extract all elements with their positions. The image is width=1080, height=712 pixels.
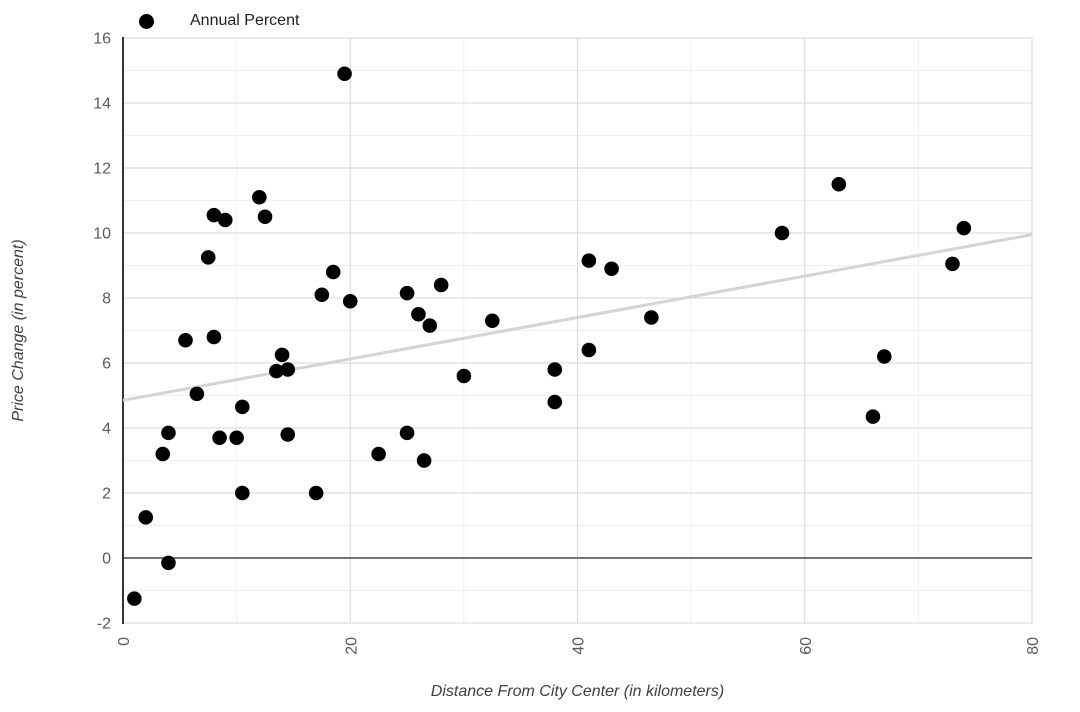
data-point xyxy=(422,318,438,333)
y-tick-label: 14 xyxy=(93,96,111,113)
data-point xyxy=(229,430,244,446)
data-point xyxy=(604,261,619,277)
data-point xyxy=(206,329,222,345)
data-point xyxy=(876,349,892,364)
x-tick-label: 0 xyxy=(116,637,133,646)
data-point xyxy=(416,453,432,468)
data-point xyxy=(189,386,205,402)
data-point xyxy=(308,485,324,501)
data-point xyxy=(212,430,227,446)
legend-marker-icon xyxy=(139,13,154,29)
data-point xyxy=(178,332,193,348)
data-point xyxy=(644,310,659,325)
y-tick-label: 6 xyxy=(102,356,111,373)
y-tick-label: 2 xyxy=(102,486,111,503)
data-point xyxy=(547,394,563,410)
data-point xyxy=(206,207,222,223)
y-tick-label: 8 xyxy=(102,291,111,308)
data-point xyxy=(280,427,296,442)
data-point xyxy=(581,342,597,358)
data-point xyxy=(371,446,386,462)
data-point xyxy=(200,250,216,265)
data-point xyxy=(161,555,176,571)
data-point xyxy=(235,485,250,501)
y-tick-label: 10 xyxy=(93,226,111,243)
data-point xyxy=(581,253,597,268)
data-point xyxy=(774,225,790,241)
data-point xyxy=(831,176,847,192)
data-point xyxy=(155,446,171,462)
data-point xyxy=(280,362,296,377)
data-point xyxy=(269,363,284,379)
data-point xyxy=(956,220,972,236)
data-point xyxy=(399,285,415,301)
data-point xyxy=(945,256,960,272)
data-point xyxy=(547,362,563,377)
data-point xyxy=(138,510,154,525)
data-point xyxy=(456,368,472,384)
data-point xyxy=(217,212,233,228)
x-tick-label: 80 xyxy=(1025,637,1042,655)
x-tick-label: 20 xyxy=(343,637,360,655)
y-tick-label: -2 xyxy=(97,616,111,633)
y-tick-label: 12 xyxy=(93,161,111,178)
x-tick-label: 40 xyxy=(571,637,588,655)
data-point xyxy=(342,293,358,309)
data-point xyxy=(399,425,415,441)
data-point xyxy=(314,287,330,303)
data-point xyxy=(252,189,267,205)
data-point xyxy=(865,409,881,424)
data-point xyxy=(235,399,250,415)
data-point xyxy=(257,209,273,225)
data-point xyxy=(161,425,176,441)
legend-series-label: Annual Percent xyxy=(190,12,300,29)
y-tick-label: 0 xyxy=(102,551,111,568)
data-point xyxy=(337,66,352,82)
data-point xyxy=(433,277,449,293)
y-tick-label: 4 xyxy=(102,421,111,438)
x-tick-label: 60 xyxy=(798,637,815,655)
legend: Annual Percent xyxy=(139,12,299,30)
data-point xyxy=(411,306,426,322)
x-axis-title: Distance From City Center (in kilometers… xyxy=(430,683,725,700)
data-point xyxy=(325,264,341,280)
y-tick-label: 16 xyxy=(93,31,111,48)
data-point xyxy=(274,347,290,363)
y-axis-title: Price Change (in percent) xyxy=(10,239,27,422)
data-point xyxy=(484,313,500,329)
data-point xyxy=(127,591,142,606)
